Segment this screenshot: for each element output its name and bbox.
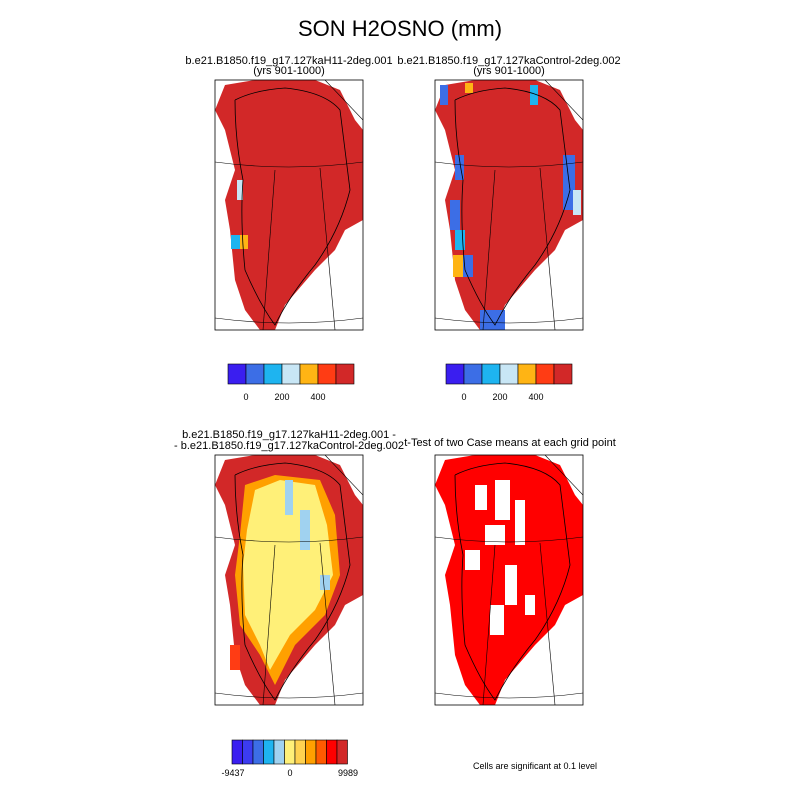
colorbar-label: 0 xyxy=(461,392,466,402)
panel-title: b.e21.B1850.f19_g17.127kaH11-2deg.001 - xyxy=(182,429,396,441)
panel-subtitle: (yrs 901-1000) xyxy=(253,65,325,77)
note: Cells are significant at 0.1 level xyxy=(473,761,597,771)
map-panel xyxy=(434,79,584,331)
panel-subtitle: (yrs 901-1000) xyxy=(473,65,545,77)
colorbar-label: 0 xyxy=(243,392,248,402)
colorbar-label: 400 xyxy=(310,392,325,402)
colorbar-label: 400 xyxy=(528,392,543,402)
colorbar xyxy=(231,739,348,765)
panel-title: b.e21.B1850.f19_g17.127kaControl-2deg.00… xyxy=(397,55,620,67)
map-panel xyxy=(214,79,364,331)
map-panel xyxy=(434,454,584,706)
colorbar xyxy=(445,363,573,385)
colorbar-label: -9437 xyxy=(221,768,244,778)
panel-subtitle: - b.e21.B1850.f19_g17.127kaControl-2deg.… xyxy=(174,440,404,452)
colorbar-label: 200 xyxy=(492,392,507,402)
colorbar-label: 200 xyxy=(274,392,289,402)
colorbar-label: 9989 xyxy=(338,768,358,778)
panel-title: b.e21.B1850.f19_g17.127kaH11-2deg.001 xyxy=(185,55,392,67)
panel-title: t-Test of two Case means at each grid po… xyxy=(404,437,616,449)
figure-title: SON H2OSNO (mm) xyxy=(298,16,502,41)
colorbar xyxy=(227,363,355,385)
colorbar-label: 0 xyxy=(287,768,292,778)
map-panel xyxy=(214,454,364,706)
